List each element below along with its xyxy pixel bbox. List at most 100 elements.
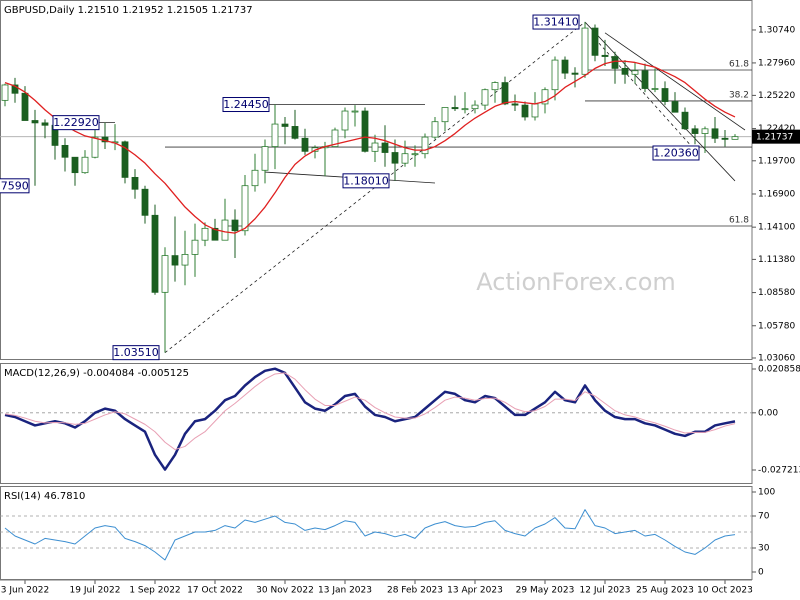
candle-body	[491, 82, 499, 91]
price-label-box	[532, 14, 580, 30]
y-tick-label: 1.19700	[758, 156, 795, 166]
candle-body	[561, 59, 569, 74]
candle-body	[121, 141, 129, 178]
candle-body	[191, 239, 199, 255]
candle-body	[231, 219, 239, 232]
candle-body	[71, 156, 79, 174]
price-label: 1.03510	[113, 346, 159, 359]
candle-body	[141, 188, 149, 216]
y-tick-label: 1.27960	[758, 58, 795, 68]
y-tick-label: 0.00	[758, 408, 778, 418]
x-tick-label: 30 Nov 2022	[256, 586, 314, 596]
y-tick-label: 70	[758, 512, 770, 522]
candle-body	[571, 72, 579, 75]
y-tick-label: 1.05780	[758, 321, 795, 331]
x-tick-label: 13 Apr 2023	[447, 586, 503, 596]
price-label: 1.17590	[0, 179, 29, 192]
candle-body	[671, 101, 679, 113]
y-tick-label: 1.16900	[758, 189, 795, 199]
candle-body	[731, 136, 739, 140]
candle-body	[291, 126, 299, 139]
x-tick-label: 19 Jul 2022	[70, 586, 121, 596]
candle-body	[641, 70, 649, 89]
level-label: 61.8	[729, 215, 749, 225]
candle-body	[301, 137, 309, 152]
series-line	[4, 367, 736, 471]
candle-body	[661, 88, 669, 102]
candle-body	[721, 137, 729, 140]
candle-body	[411, 153, 419, 156]
candle-body	[531, 103, 539, 118]
price-label-box	[0, 178, 30, 194]
candle-body	[601, 54, 609, 57]
candle-body	[61, 144, 69, 158]
price-label-box	[52, 115, 100, 131]
panel-title: RSI(14) 46.7810	[4, 491, 85, 502]
candle-body	[621, 67, 629, 75]
candle-body	[481, 89, 489, 106]
y-tick-label: 1.11380	[758, 255, 795, 265]
candle-body	[421, 136, 429, 155]
candle-body	[221, 219, 229, 241]
price-label-box	[342, 173, 390, 189]
level-label: 61.8	[729, 60, 749, 70]
candle-body	[391, 152, 399, 164]
candle-body	[261, 146, 269, 171]
y-tick-label: 1.03060	[758, 353, 795, 363]
price-label: 1.24450	[223, 98, 269, 111]
series-line	[4, 60, 736, 234]
panel-title: GBPUSD,Daily 1.21510 1.21952 1.21505 1.2…	[4, 5, 253, 16]
series-line	[4, 509, 736, 561]
x-tick-label: 10 Oct 2023	[697, 586, 753, 596]
candle-body	[371, 142, 379, 152]
y-tick-label: 1.25220	[758, 91, 795, 101]
candle-body	[431, 121, 439, 138]
trend-line	[604, 32, 746, 131]
candle-body	[171, 255, 179, 266]
trend-line	[584, 21, 736, 182]
candle-body	[441, 107, 449, 123]
price-label-box	[112, 345, 160, 361]
y-tick-label: 1.30740	[758, 25, 795, 35]
x-tick-label: 29 May 2023	[516, 586, 575, 596]
y-tick-label: 1.22420	[758, 124, 795, 134]
candle-body	[211, 227, 219, 241]
candle-body	[251, 169, 259, 187]
candle-body	[1, 84, 9, 101]
y-tick-label: 1.14100	[758, 223, 795, 233]
candle-body	[451, 107, 459, 110]
candle-body	[511, 103, 519, 106]
y-tick-label: 30	[758, 544, 770, 554]
price-label: 1.20360	[653, 146, 699, 159]
candle-body	[91, 136, 99, 158]
x-tick-label: 1 Sep 2022	[129, 586, 180, 596]
x-tick-label: 17 Oct 2022	[187, 586, 243, 596]
candle-body	[461, 108, 469, 111]
candle-body	[181, 254, 189, 266]
candle-body	[651, 88, 659, 90]
candle-body	[681, 111, 689, 130]
candle-body	[701, 128, 709, 134]
candle-body	[271, 123, 279, 147]
candle-body	[501, 82, 509, 105]
candle-body	[241, 185, 249, 232]
candle-body	[341, 110, 349, 131]
trend-line	[164, 21, 586, 353]
candle-body	[691, 128, 699, 134]
series-line	[4, 372, 736, 451]
price-label-box	[222, 97, 270, 113]
last-price-tag	[752, 129, 800, 144]
candle-body	[581, 27, 589, 75]
level-label: 38.2	[729, 90, 749, 100]
candle-body	[381, 142, 389, 153]
candle-body	[41, 122, 49, 126]
candle-body	[401, 153, 409, 164]
candle-body	[131, 176, 139, 190]
x-tick-label: 3 Jun 2022	[1, 586, 49, 596]
candle-body	[31, 120, 39, 124]
y-tick-label: 0.020858	[758, 364, 800, 374]
candle-body	[161, 255, 169, 293]
candle-body	[551, 59, 559, 91]
